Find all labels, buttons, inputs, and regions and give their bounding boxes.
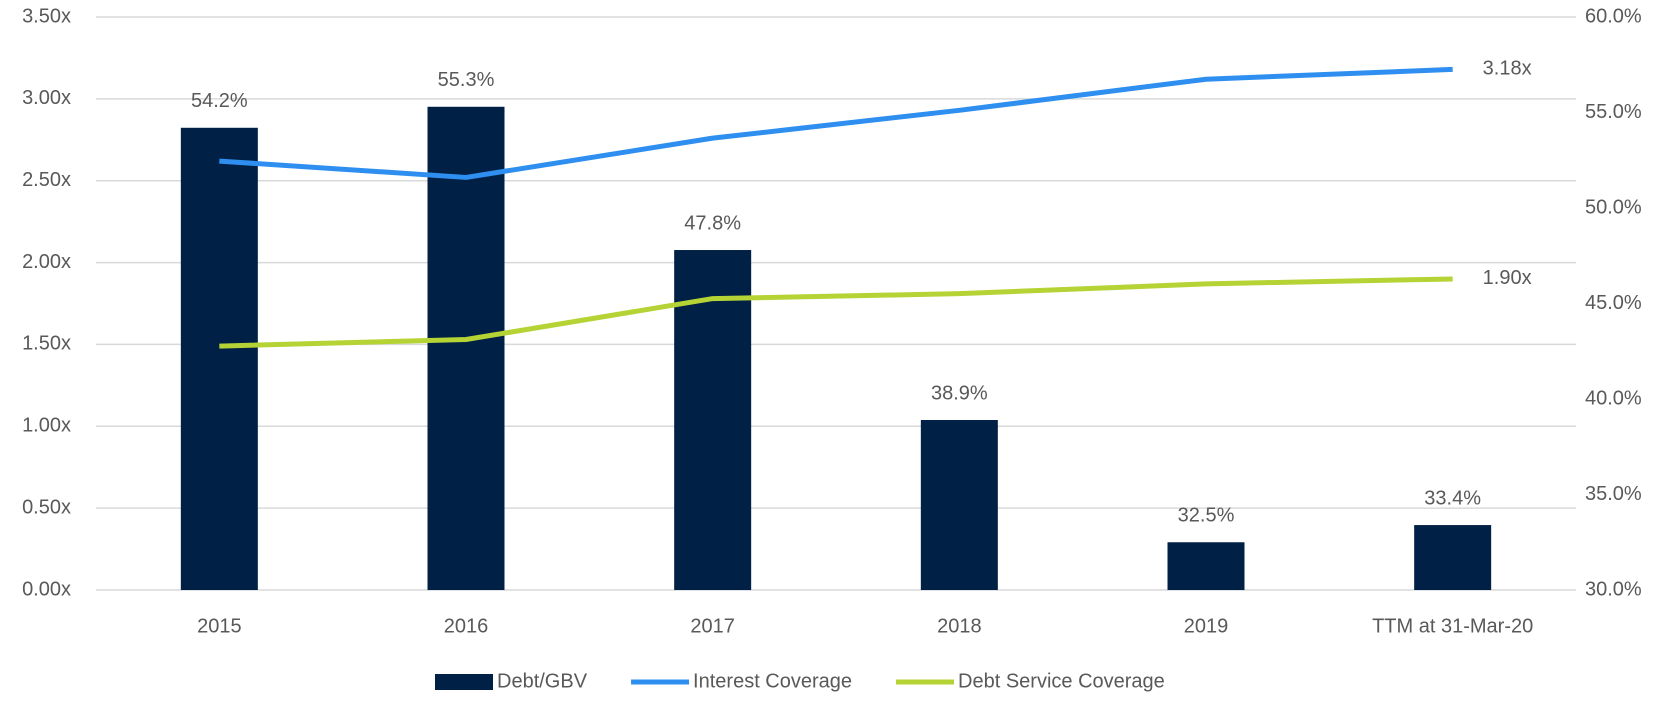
- legend-label: Interest Coverage: [693, 670, 852, 692]
- legend-swatch: [435, 674, 493, 690]
- legend-label: Debt Service Coverage: [958, 670, 1165, 692]
- y2-tick-label: 30.0%: [1585, 578, 1642, 600]
- x-tick-label: 2015: [197, 615, 242, 637]
- bar: [1167, 542, 1245, 590]
- data-label: 33.4%: [1424, 487, 1481, 509]
- x-tick-label: 2018: [937, 615, 982, 637]
- data-label: 3.18x: [1483, 58, 1532, 80]
- y-tick-label: 2.50x: [22, 169, 71, 191]
- data-label: 32.5%: [1178, 505, 1235, 527]
- y-tick-label: 0.50x: [22, 496, 71, 518]
- bar: [1414, 525, 1492, 590]
- y2-tick-label: 45.0%: [1585, 292, 1642, 314]
- x-tick-label: 2016: [444, 615, 489, 637]
- y-tick-label: 1.50x: [22, 333, 71, 355]
- y2-tick-label: 60.0%: [1585, 5, 1642, 27]
- y-tick-label: 1.00x: [22, 415, 71, 437]
- x-tick-label: 2019: [1184, 615, 1229, 637]
- y-tick-label: 2.00x: [22, 251, 71, 273]
- data-label: 38.9%: [931, 382, 988, 404]
- y2-tick-label: 50.0%: [1585, 196, 1642, 218]
- y2-tick-label: 35.0%: [1585, 483, 1642, 505]
- y2-tick-label: 40.0%: [1585, 387, 1642, 409]
- data-label: 55.3%: [438, 69, 495, 91]
- y-tick-label: 3.00x: [22, 87, 71, 109]
- bar: [920, 420, 998, 590]
- bar: [180, 127, 258, 590]
- data-label: 54.2%: [191, 90, 248, 112]
- y2-tick-label: 55.0%: [1585, 101, 1642, 123]
- data-label: 1.90x: [1483, 267, 1532, 289]
- line: [219, 66, 1453, 180]
- bar: [674, 250, 752, 590]
- y-tick-label: 3.50x: [22, 5, 71, 27]
- bar: [427, 106, 505, 591]
- data-label: 47.8%: [684, 212, 741, 234]
- line: [219, 276, 1453, 349]
- legend-label: Debt/GBV: [497, 670, 588, 692]
- y-tick-label: 0.00x: [22, 578, 71, 600]
- x-tick-label: TTM at 31-Mar-20: [1372, 615, 1533, 637]
- x-tick-label: 2017: [690, 615, 735, 637]
